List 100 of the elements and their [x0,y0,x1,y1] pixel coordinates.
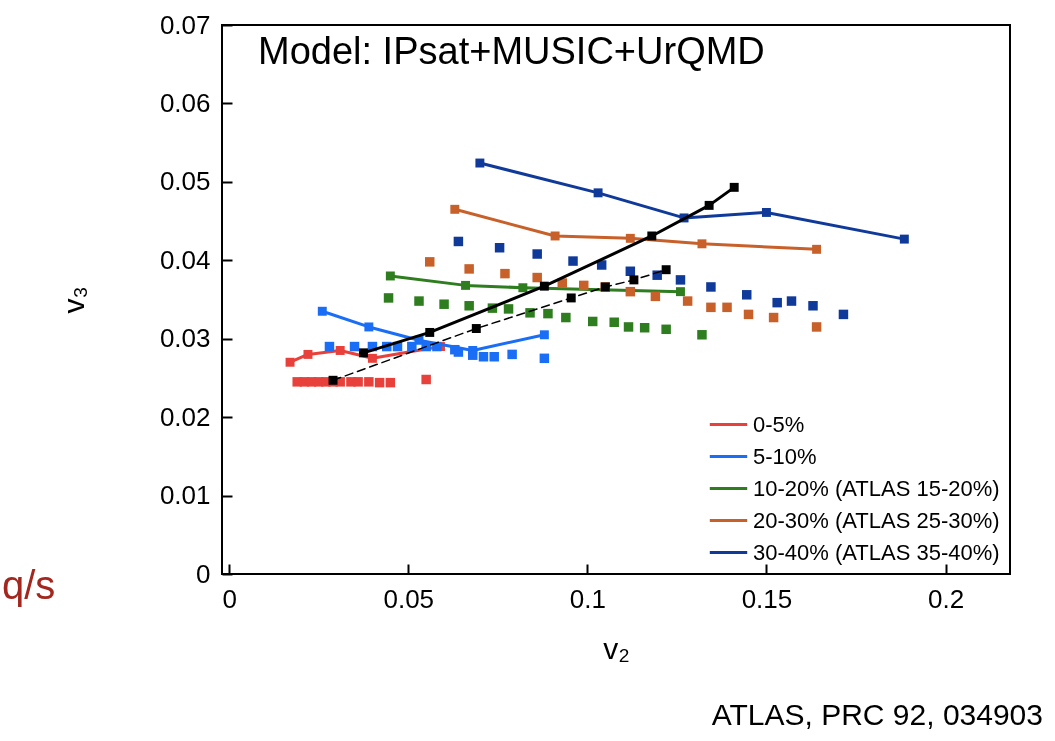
point [550,231,560,241]
legend-label: 10-20% (ATLAS 15-20%) [753,475,1000,501]
point [811,322,822,332]
point [349,341,360,352]
x-tick-label: 0.05 [383,583,435,614]
point [367,353,377,363]
point [543,308,553,319]
point [478,352,489,362]
point [561,312,571,323]
point [532,249,542,259]
point [503,304,514,314]
point [812,244,822,254]
point [303,349,313,359]
point [489,352,499,362]
point [525,308,535,318]
point [425,257,435,267]
point [625,233,635,243]
point [317,306,327,316]
point [494,242,505,253]
point [704,200,714,210]
point [539,353,550,364]
y-tick-label: 0 [196,558,211,589]
point [741,290,752,300]
y-tick-label: 0.03 [159,323,211,354]
point [625,286,636,297]
legend-label: 30-40% (ATLAS 35-40%) [753,539,1000,565]
point [697,330,707,340]
point [661,324,671,335]
x-tick-label: 0.2 [927,583,965,614]
point [676,287,685,297]
y-tick-label: 0.06 [159,87,211,118]
point [566,293,576,303]
point [786,296,797,306]
point [467,350,478,360]
point [453,236,464,247]
point [532,272,542,283]
y-tick-label: 0.05 [159,166,211,197]
point [539,281,549,291]
legend-label: 0-5% [753,411,805,437]
point [729,182,739,192]
point [335,346,345,355]
point [383,293,394,303]
x-axis-title: v₂ [603,631,630,665]
legend-label: 5-10% [753,443,817,469]
y-tick-label: 0.02 [159,401,211,432]
point [353,377,363,387]
point [464,264,474,274]
y-tick-label: 0.07 [159,9,211,40]
point [899,234,909,244]
point [461,280,471,290]
y-axis-title: v₃ [56,286,90,314]
point [650,291,661,302]
point [629,275,639,285]
point [285,357,295,367]
point [414,296,424,306]
point [808,301,818,311]
point [722,302,732,313]
point [425,327,435,337]
point [471,324,481,333]
point [706,302,716,313]
point [364,377,374,387]
point [421,374,431,385]
point [772,297,782,308]
point [579,280,589,291]
point [385,377,396,388]
point [743,309,754,320]
legend-label: 20-30% (ATLAS 25-30%) [753,507,1000,533]
point [450,204,460,214]
point [439,299,449,309]
point [518,283,528,293]
point [464,301,474,311]
point [407,341,417,352]
point [647,231,657,241]
point [609,317,619,327]
point [768,312,779,323]
point [706,282,716,292]
x-tick-label: 0.15 [741,583,793,614]
point [761,207,771,217]
x-tick-label: 0.1 [569,583,606,614]
point [475,158,485,168]
x-tick-label: 0 [222,583,237,614]
point [374,377,385,388]
point [539,330,549,340]
y-tick-label: 0.01 [159,480,211,511]
text: ATLAS, PRC 92, 034903 [711,698,1043,732]
point [661,265,671,275]
point [568,256,578,266]
point [838,309,849,320]
point [675,275,686,285]
point [682,296,693,306]
point [364,322,374,332]
text: q/s [2,563,56,608]
point [587,316,598,327]
point [593,188,603,198]
point [507,349,517,360]
point [697,239,707,249]
y-tick-label: 0.04 [159,244,211,275]
annotation: Model: IPsat+MUSIC+UrQMD [258,30,765,73]
point [385,271,395,281]
point [324,341,335,352]
